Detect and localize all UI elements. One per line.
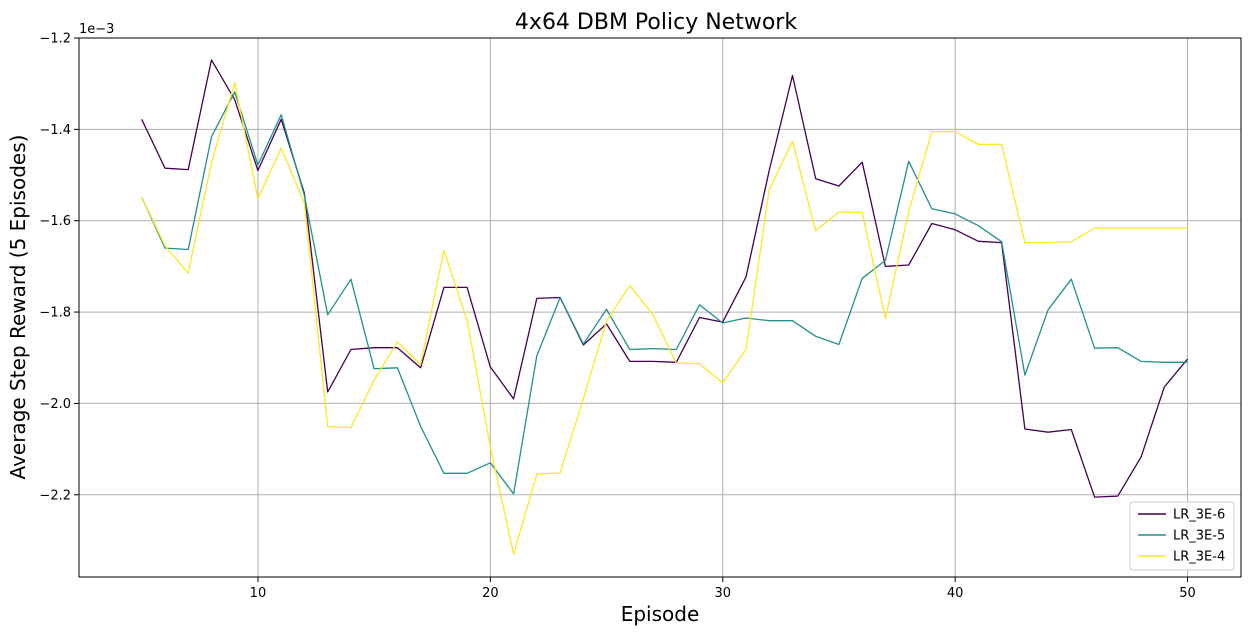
series-lines bbox=[141, 59, 1188, 555]
plot-frame bbox=[78, 37, 1242, 578]
y-tick-label: −1.4 bbox=[39, 123, 71, 138]
y-tick-label: −1.8 bbox=[39, 306, 71, 321]
y-axis-label: Average Step Reward (5 Episodes) bbox=[6, 135, 30, 480]
grid-lines bbox=[79, 37, 1241, 577]
y-tick-label: −1.6 bbox=[39, 214, 71, 229]
legend: LR_3E-6 LR_3E-5 LR_3E-4 bbox=[1129, 501, 1235, 571]
x-tick-label: 40 bbox=[947, 586, 964, 601]
series-line-lr-3e-4 bbox=[141, 82, 1188, 555]
y-tick-label: −2.2 bbox=[39, 488, 71, 503]
legend-entry-label: LR_3E-6 bbox=[1173, 508, 1225, 523]
y-axis-offset-label: 1e−3 bbox=[79, 22, 114, 37]
x-tick-label: 20 bbox=[482, 586, 499, 601]
legend-box bbox=[1129, 501, 1235, 571]
y-tick-label: −1.2 bbox=[39, 32, 71, 47]
chart-title: 4x64 DBM Policy Network bbox=[515, 10, 797, 35]
x-tick-label: 50 bbox=[1179, 586, 1196, 601]
x-tick-label: 10 bbox=[250, 586, 267, 601]
series-line-lr-3e-5 bbox=[141, 91, 1188, 495]
y-tick-label: −2.0 bbox=[39, 397, 71, 412]
x-axis-label: Episode bbox=[621, 602, 700, 626]
legend-entry-label: LR_3E-4 bbox=[1173, 550, 1225, 565]
legend-entry-label: LR_3E-5 bbox=[1173, 529, 1225, 544]
x-tick-label: 30 bbox=[714, 586, 731, 601]
axis-ticks: 10 20 30 40 50 −2.2 −2.0 −1.8 −1.6 −1.4 −1.2 bbox=[39, 32, 1195, 602]
series-line-lr-3e-6 bbox=[141, 59, 1188, 498]
